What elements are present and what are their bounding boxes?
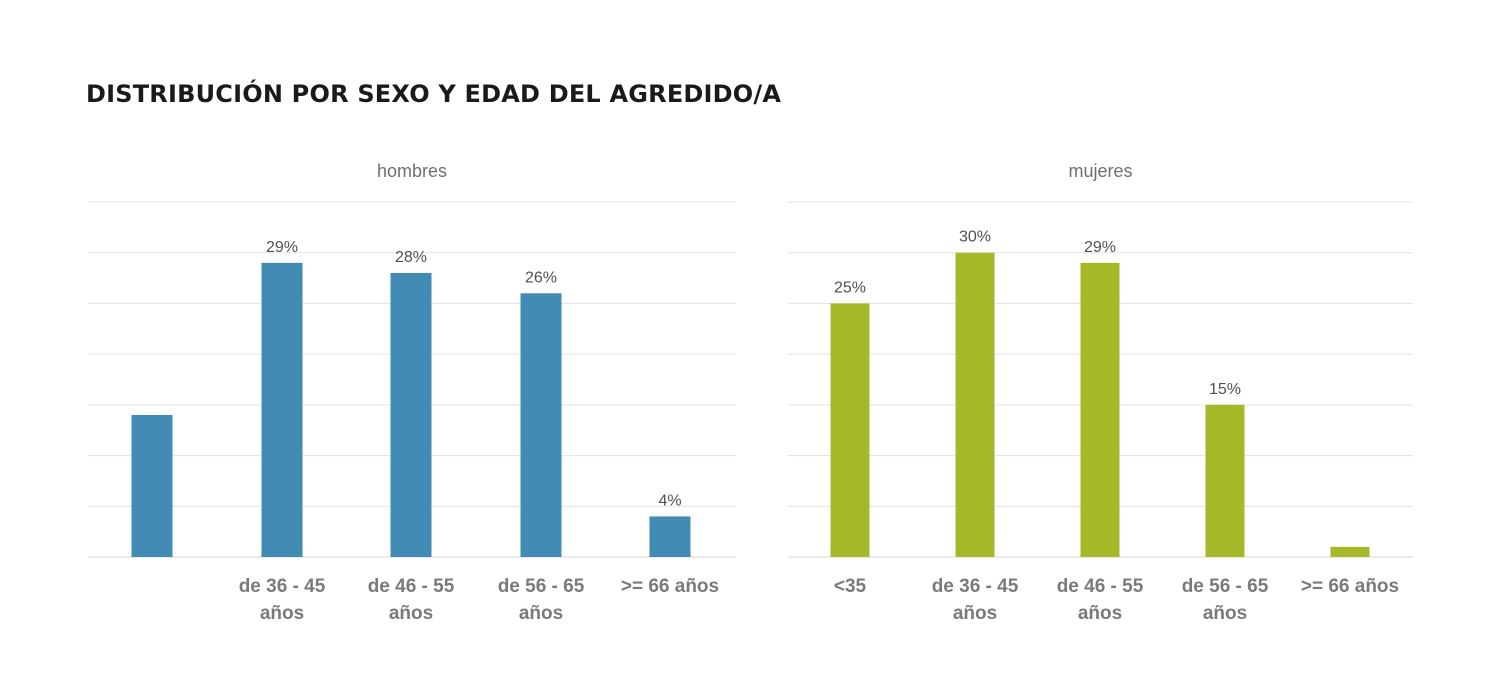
tick-label: de 56 - 65	[1182, 576, 1269, 597]
tick-label: años	[260, 603, 304, 624]
panel-title: hombres	[377, 161, 447, 181]
data-label: 29%	[1084, 239, 1116, 256]
bar	[830, 303, 870, 557]
data-label: 4%	[658, 492, 681, 509]
data-label: 29%	[266, 239, 298, 256]
tick-label: años	[1203, 603, 1247, 624]
tick-label: años	[953, 603, 997, 624]
data-label: 25%	[834, 279, 866, 296]
tick-label: de 56 - 65	[498, 576, 585, 597]
tick-label: años	[389, 603, 433, 624]
tick-label: años	[1078, 603, 1122, 624]
tick-label: de 46 - 55	[368, 576, 455, 597]
panel-title: mujeres	[1068, 161, 1132, 181]
tick-label: años	[519, 603, 563, 624]
data-label: 30%	[959, 229, 991, 246]
tick-label: de 36 - 45	[239, 576, 326, 597]
tick-label: >= 66 años	[1301, 576, 1399, 597]
data-label: 15%	[1209, 381, 1241, 398]
tick-label: de 36 - 45	[932, 576, 1019, 597]
bar	[1330, 546, 1370, 557]
bar	[390, 273, 432, 557]
bar	[955, 252, 995, 557]
bar	[131, 415, 173, 557]
tick-label: >= 66 años	[621, 576, 719, 597]
bar	[261, 262, 303, 557]
data-label: 28%	[395, 249, 427, 266]
tick-label: <35	[834, 576, 867, 597]
chart-title: DISTRIBUCIÓN POR SEXO Y EDAD DEL AGREDID…	[86, 80, 782, 108]
tick-label: de 46 - 55	[1057, 576, 1144, 597]
bar	[1080, 262, 1120, 557]
data-label: 26%	[525, 269, 557, 286]
bar	[649, 516, 691, 557]
bar	[520, 293, 562, 557]
bar	[1205, 404, 1245, 557]
